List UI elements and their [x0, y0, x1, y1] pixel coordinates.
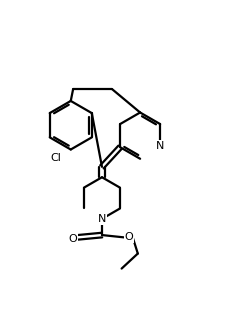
Text: O: O	[125, 233, 133, 242]
Text: N: N	[156, 141, 164, 151]
Text: N: N	[98, 214, 106, 224]
Text: Cl: Cl	[50, 153, 61, 163]
Text: O: O	[69, 234, 77, 244]
